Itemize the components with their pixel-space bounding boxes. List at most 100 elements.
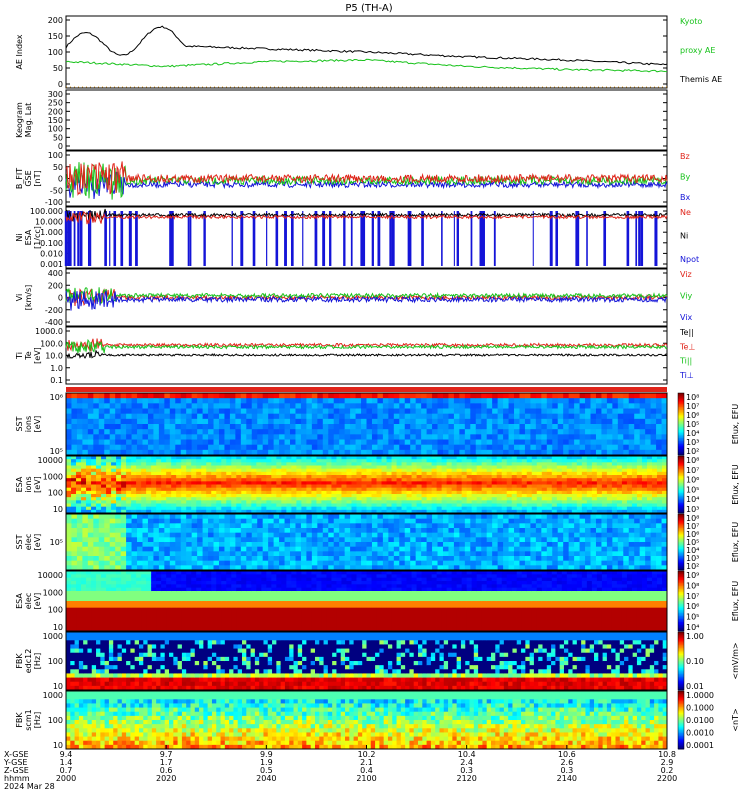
ssti-cell xyxy=(382,413,389,420)
ssti-cell xyxy=(552,418,559,425)
esai-cell xyxy=(656,497,663,501)
sste-cell xyxy=(470,528,477,534)
sste-cell xyxy=(524,560,531,566)
esai-cell xyxy=(601,475,608,479)
sste-cell xyxy=(328,560,335,566)
esai-cell xyxy=(531,459,538,463)
esai-cell xyxy=(351,497,357,501)
esai-cell xyxy=(246,490,252,495)
ssti-cell xyxy=(486,398,493,404)
ssti-cell xyxy=(371,403,378,409)
esai-cell xyxy=(576,475,583,479)
esai-cell xyxy=(186,494,192,498)
sste-cell xyxy=(503,565,510,571)
sste-cell xyxy=(503,514,510,520)
esai-cell xyxy=(291,494,297,498)
esai-cell xyxy=(531,468,538,473)
esai-cell xyxy=(591,494,598,498)
sste-cell xyxy=(115,528,122,534)
sste-cell xyxy=(590,537,597,543)
esai-cell xyxy=(476,497,483,501)
ssti-cell xyxy=(224,434,231,440)
sste-cell xyxy=(109,537,116,543)
esai-cell xyxy=(376,471,383,476)
esai-cell xyxy=(81,462,87,466)
esai-cell xyxy=(221,481,227,485)
sste-cell xyxy=(519,532,526,538)
sste-cell xyxy=(486,537,493,543)
sste-cell xyxy=(514,537,520,543)
sste-cell xyxy=(147,551,154,557)
sste-cell xyxy=(393,560,400,566)
esai-cell xyxy=(536,487,543,492)
esai-cell xyxy=(641,484,648,489)
esai-cell xyxy=(496,475,503,479)
esai-cell xyxy=(356,500,362,504)
esai-cell xyxy=(326,471,332,476)
esai-cell xyxy=(161,503,167,508)
esai-cell xyxy=(636,497,643,501)
esai-cell xyxy=(166,500,172,504)
ssti-cell xyxy=(98,434,105,440)
esai-cell xyxy=(641,459,648,463)
sste-cell xyxy=(579,532,586,538)
ssti-cell xyxy=(448,398,455,404)
esai-cell xyxy=(326,506,332,511)
ssti-cell xyxy=(131,398,138,404)
sste-cell xyxy=(98,537,105,543)
esai-cell xyxy=(656,468,663,473)
ssti-cell xyxy=(262,449,269,456)
sste-cell xyxy=(574,537,581,543)
ssti-cell xyxy=(437,439,444,446)
esai-cell xyxy=(341,459,347,463)
sste-cell xyxy=(508,532,515,538)
sste-cell xyxy=(186,523,193,529)
sste-cell xyxy=(437,560,444,566)
ssti-cell xyxy=(109,408,116,415)
sste-cell xyxy=(421,565,428,571)
esai-cell xyxy=(271,490,277,495)
esai-cell xyxy=(336,506,342,511)
esai-cell xyxy=(191,500,197,504)
sste-cell xyxy=(481,556,488,562)
esai-cell xyxy=(391,471,398,476)
esai-cell xyxy=(211,500,217,504)
ssti-cell xyxy=(317,439,324,446)
esai-cell xyxy=(276,484,282,489)
ssti-cell xyxy=(541,444,548,451)
sste-cell xyxy=(530,551,537,557)
ssti-cell xyxy=(541,429,548,435)
sste-cell xyxy=(87,528,94,534)
esai-cell xyxy=(171,475,177,479)
esai-cell xyxy=(606,494,613,498)
esai-cell xyxy=(551,471,558,476)
ssti-cell xyxy=(508,393,515,399)
esai-cell xyxy=(571,468,578,473)
esai-cell xyxy=(351,468,357,473)
ssti-cell xyxy=(202,429,209,435)
ssti-cell xyxy=(147,439,154,446)
sste-cell xyxy=(524,514,531,520)
esai-cell xyxy=(526,506,533,511)
ssti-cell xyxy=(175,393,182,399)
esai-cell xyxy=(546,494,553,498)
esai-cell xyxy=(346,490,352,495)
ssti-cell xyxy=(579,418,586,425)
sste-cell xyxy=(273,551,280,557)
esai-cell xyxy=(486,506,493,511)
sste-cell xyxy=(120,518,127,524)
esai-cell xyxy=(626,506,633,511)
ssti-cell xyxy=(235,408,242,415)
sste-cell xyxy=(617,528,624,534)
esai-cell xyxy=(596,506,603,511)
esai-cell xyxy=(616,500,623,504)
sste-cell xyxy=(191,523,198,529)
sste-cell xyxy=(361,528,367,534)
esai-cell xyxy=(111,484,117,489)
esai-cell xyxy=(81,484,87,489)
sste-cell xyxy=(464,523,471,529)
sste-cell xyxy=(574,523,581,529)
sste-cell xyxy=(382,542,389,548)
esai-cell xyxy=(286,503,292,508)
ssti-cell xyxy=(355,429,362,435)
